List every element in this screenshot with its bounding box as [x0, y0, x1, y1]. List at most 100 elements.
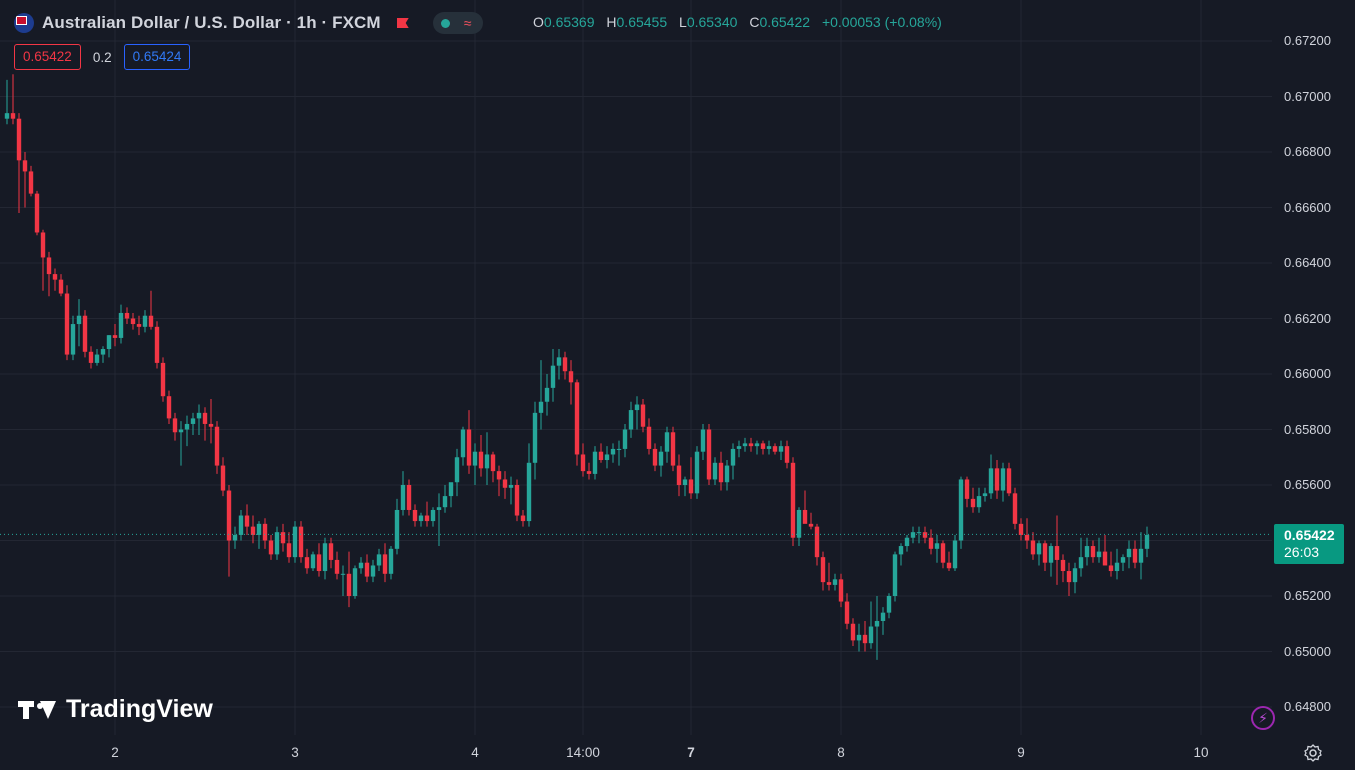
candle-up — [526, 462, 532, 522]
candle-down — [574, 382, 580, 455]
candle-down — [964, 479, 970, 499]
candle-down — [58, 279, 64, 294]
candle-down — [364, 562, 370, 577]
candle-down — [844, 601, 850, 624]
candle-down — [154, 326, 160, 363]
candle-down — [88, 351, 94, 363]
candle-up — [910, 532, 916, 538]
y-tick-label: 0.64800 — [1284, 699, 1331, 714]
candle-up — [76, 315, 82, 325]
candle-up — [1114, 562, 1120, 572]
candle-up — [238, 515, 244, 535]
candle-up — [730, 448, 736, 466]
candle-up — [532, 412, 538, 463]
candle-up — [460, 429, 466, 458]
candle-up — [388, 548, 394, 574]
candle-down — [928, 537, 934, 549]
candle-down — [406, 485, 412, 510]
candle-down — [466, 429, 472, 466]
candle-down — [136, 324, 142, 327]
candle-up — [376, 554, 382, 566]
candle-down — [1030, 540, 1036, 555]
candle-up — [1138, 548, 1144, 563]
candle-up — [442, 496, 448, 508]
candle-down — [586, 471, 592, 474]
candle-down — [1108, 565, 1114, 572]
candle-up — [70, 324, 76, 355]
candle-up — [556, 357, 562, 366]
candle-up — [724, 465, 730, 483]
candle-up — [856, 634, 862, 641]
candle-down — [862, 634, 868, 644]
candle-up — [916, 532, 922, 534]
y-tick-label: 0.66200 — [1284, 310, 1331, 326]
candle-up — [142, 315, 148, 327]
candle-down — [346, 573, 352, 596]
tradingview-logo[interactable]: TradingView — [18, 695, 213, 724]
buy-button[interactable]: 0.65424 — [123, 44, 191, 70]
candle-up — [616, 448, 622, 450]
x-tick-label: 10 — [1193, 745, 1209, 760]
settings-gear-icon[interactable] — [1303, 743, 1323, 763]
sell-button[interactable]: 0.65422 — [14, 44, 81, 70]
candle-up — [1120, 557, 1126, 563]
candle-up — [736, 446, 742, 449]
candle-down — [802, 509, 808, 524]
candle-up — [832, 579, 838, 585]
close-value: 0.65422 — [759, 14, 811, 30]
candle-up — [742, 443, 748, 447]
candle-up — [358, 562, 364, 569]
candle-down — [424, 515, 430, 522]
candle-up — [370, 565, 376, 577]
market-open-dot-icon — [440, 18, 450, 28]
tv-logo-icon — [18, 699, 56, 721]
candle-up — [340, 573, 346, 575]
candle-down — [28, 171, 34, 194]
logo-text: TradingView — [66, 695, 213, 723]
candle-up — [430, 509, 436, 522]
flag-icon[interactable] — [396, 18, 409, 28]
candle-down — [562, 357, 568, 372]
x-tick-label: 3 — [291, 745, 299, 760]
symbol-title[interactable]: Australian Dollar / U.S. Dollar · 1h · F… — [42, 13, 381, 32]
y-tick-label: 0.65200 — [1284, 588, 1331, 603]
candle-down — [64, 293, 70, 355]
candle-up — [694, 451, 700, 494]
candle-up — [604, 454, 610, 461]
trade-buttons: 0.65422 0.2 0.65424 — [14, 44, 191, 70]
candle-down — [22, 160, 28, 172]
candle-down — [412, 509, 418, 522]
candle-down — [598, 451, 604, 461]
candle-down — [250, 526, 256, 535]
low-value: 0.65340 — [686, 14, 738, 30]
candle-up — [1036, 543, 1042, 555]
candle-down — [676, 465, 682, 485]
candle-down — [112, 335, 118, 338]
chart-header: Australian Dollar / U.S. Dollar · 1h · F… — [14, 10, 484, 36]
candle-up — [904, 537, 910, 547]
candle-up — [880, 612, 886, 621]
market-status-pill[interactable]: ≈ — [432, 12, 484, 34]
candle-down — [1066, 571, 1072, 583]
high-label: H — [606, 14, 617, 30]
candle-up — [886, 596, 892, 613]
candle-down — [130, 318, 136, 325]
candle-down — [1042, 543, 1048, 563]
candle-down — [946, 562, 952, 569]
candle-up — [778, 446, 784, 452]
candle-up — [712, 462, 718, 480]
candle-down — [1060, 559, 1066, 572]
candle-down — [160, 362, 166, 397]
candle-down — [334, 559, 340, 574]
candle-down — [82, 315, 88, 352]
candle-up — [118, 312, 124, 338]
candle-up — [544, 387, 550, 402]
candle-up — [106, 335, 112, 350]
candle-up — [4, 113, 10, 119]
candle-up — [976, 496, 982, 508]
candle-down — [838, 579, 844, 602]
x-tick-label: 2 — [111, 745, 119, 760]
candle-down — [172, 418, 178, 433]
lightning-icon[interactable]: ⚡ — [1251, 706, 1275, 730]
